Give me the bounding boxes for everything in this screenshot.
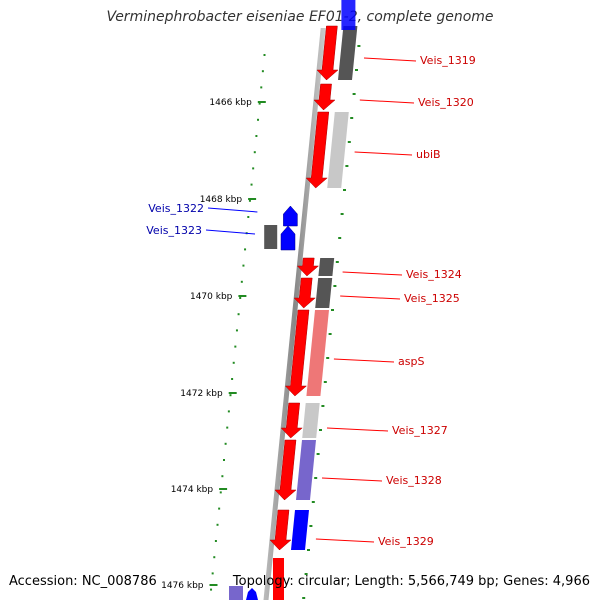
reverse-cds-partial — [341, 0, 356, 30]
gene-callout-line — [342, 271, 403, 276]
cog-box — [296, 440, 316, 500]
gene-callout-line — [207, 207, 258, 213]
map-title: Verminephrobacter eiseniae EF01-2, compl… — [106, 9, 494, 25]
gene-callout-line — [321, 477, 383, 482]
forward-cds-arrow — [305, 111, 330, 189]
gene-label: Veis_1322 — [148, 202, 204, 215]
gene-label: Veis_1320 — [418, 96, 474, 109]
gene-label: Veis_1324 — [406, 268, 462, 281]
gene-callout-line — [205, 229, 256, 235]
gene-label: aspS — [398, 355, 424, 368]
gene-callout-line — [354, 151, 413, 156]
cog-box — [264, 225, 278, 249]
gene-label: Veis_1325 — [404, 292, 460, 305]
scale-tick-label: 1468 kbp — [200, 195, 243, 205]
forward-cds-arrow — [316, 25, 339, 81]
forward-cds-arrow — [296, 257, 320, 277]
gene-label: Veis_1327 — [392, 424, 448, 437]
cog-box — [327, 112, 349, 188]
scale-tick-label: 1476 kbp — [161, 581, 204, 591]
gene-label: ubiB — [416, 148, 441, 161]
genome-summary: Topology: circular; Length: 5,566,749 bp… — [232, 574, 590, 589]
forward-cds-arrow — [274, 439, 297, 501]
gene-callout-line — [340, 295, 401, 300]
forward-cds-arrow — [313, 83, 336, 111]
gene-label: Veis_1319 — [420, 54, 476, 67]
gene-callout-line — [363, 57, 417, 62]
gene-label: Veis_1329 — [378, 535, 434, 548]
gene-callout-line — [333, 358, 395, 363]
gene-callout-line — [359, 99, 415, 104]
cog-box — [302, 403, 320, 438]
cog-box — [338, 26, 358, 80]
cog-box — [306, 310, 329, 396]
forward-cds-arrow — [269, 509, 292, 551]
gene-label: Veis_1323 — [146, 224, 202, 237]
gene-label: Veis_1328 — [386, 474, 442, 487]
reverse-cds-partial — [246, 588, 258, 600]
scale-tick-label: 1466 kbp — [209, 98, 252, 108]
scale-tick-label: 1472 kbp — [180, 389, 223, 399]
accession-text: Accession: NC_008786 — [9, 574, 157, 589]
cog-box — [229, 586, 243, 600]
forward-cds-arrow — [284, 309, 310, 397]
forward-cds-partial — [273, 558, 284, 600]
scale-tick-label: 1470 kbp — [190, 292, 233, 302]
forward-cds-arrow — [280, 402, 303, 439]
cog-box — [291, 510, 309, 550]
genome-backbone — [263, 28, 326, 600]
cog-box — [318, 258, 335, 276]
reverse-cds-arrow — [283, 205, 298, 227]
reverse-cds-arrow — [280, 225, 296, 251]
scale-tick-label: 1474 kbp — [171, 485, 214, 495]
gene-callout-line — [315, 538, 375, 543]
gene-callout-line — [326, 427, 389, 432]
cog-box — [315, 278, 333, 308]
forward-cds-arrow — [293, 277, 316, 309]
